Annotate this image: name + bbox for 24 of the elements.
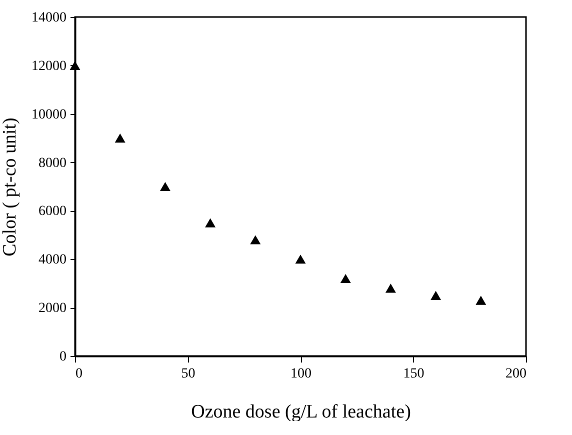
point	[205, 218, 216, 228]
x-tick-label: 100	[290, 366, 312, 382]
x-tick-label: 200	[506, 366, 526, 382]
point	[340, 274, 351, 284]
point	[160, 182, 170, 192]
point	[430, 290, 442, 300]
point	[70, 60, 80, 70]
y-tick-label: 2000	[38, 301, 66, 316]
y-tick-label: 10000	[32, 107, 66, 122]
y-tick-label: 6000	[38, 204, 66, 220]
y-tick-label: 8000	[38, 156, 66, 171]
y-tick-label: 14000	[32, 10, 66, 26]
y-axis-title: Color ( pt-co unit)	[0, 118, 20, 256]
x-tick-label: 0	[76, 366, 82, 382]
point	[250, 235, 261, 244]
point	[385, 284, 396, 293]
point	[476, 296, 486, 305]
x-tick-label: 50	[181, 366, 196, 382]
point	[295, 254, 306, 264]
point	[114, 134, 126, 143]
y-tick-label: 4000	[38, 252, 66, 268]
y-tick-label: 0	[60, 350, 66, 364]
y-tick-label: 12000	[32, 58, 66, 74]
x-tick-label: 150	[403, 366, 424, 382]
